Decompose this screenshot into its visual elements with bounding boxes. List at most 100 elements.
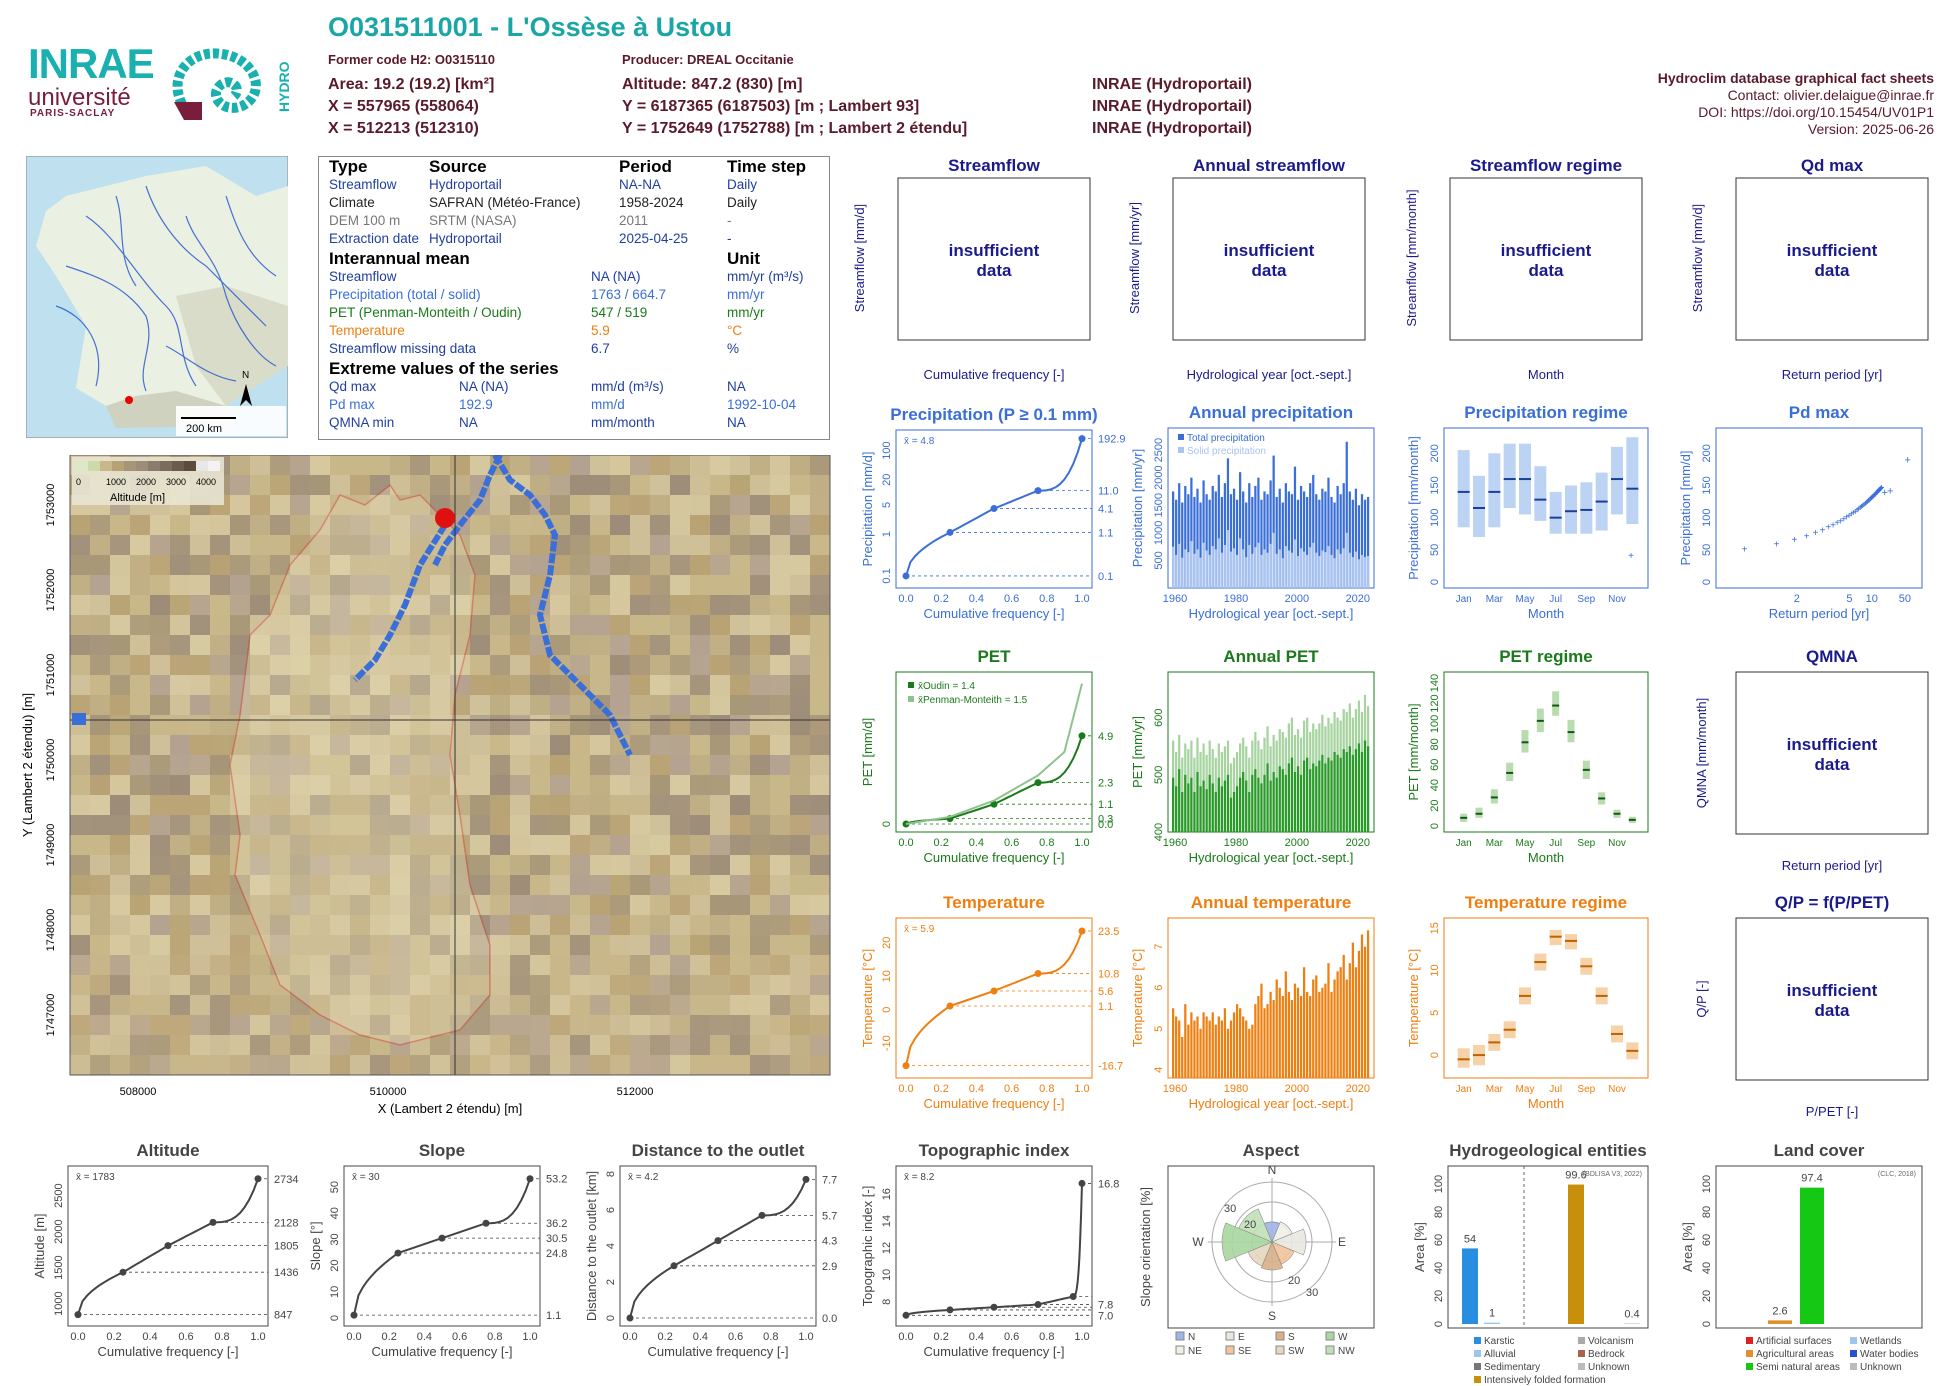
annual_streamflow-title: Annual streamflow [1193, 156, 1346, 175]
annual_temperature-bar [1193, 1020, 1196, 1078]
dem-cell [150, 995, 170, 1015]
pd_max-point: + [1774, 539, 1780, 550]
dem-cell [110, 635, 130, 655]
slope-y-tick: 40 [329, 1207, 341, 1219]
dem-cell [410, 935, 430, 955]
pet_regime-x-tick: Nov [1608, 838, 1626, 849]
dem-cell [130, 855, 150, 875]
dem-cell [250, 455, 270, 475]
dem-cell [530, 755, 550, 775]
aspect-legend-swatch [1225, 1331, 1235, 1341]
topographic-right-tick: 16.8 [1098, 1178, 1119, 1190]
annual_temperature-bar [1229, 1020, 1233, 1078]
interannual-name-4: Streamflow missing data [329, 341, 477, 356]
dem-cell [530, 735, 550, 755]
altitude-y-tick: 2000 [53, 1219, 65, 1243]
slope-title: Slope [419, 1141, 465, 1160]
info-source-2: SRTM (NASA) [429, 213, 517, 228]
pet_regime-y-tick: 80 [1429, 738, 1441, 750]
pet-ylabel: PET [mm/d] [860, 718, 875, 786]
dem-cell [410, 915, 430, 935]
annual_precipitation-bar [1175, 554, 1178, 588]
precipitation_regime-box [1457, 450, 1470, 528]
dem-cell [390, 755, 410, 775]
dem-cell [150, 915, 170, 935]
dem-cell [570, 755, 590, 775]
dem-cell [70, 995, 90, 1015]
annual_precipitation-bar [1172, 546, 1175, 588]
dem-cell [470, 615, 490, 635]
dem-cell [530, 535, 550, 555]
pet_regime-box [1490, 789, 1498, 804]
dem-cell [150, 855, 170, 875]
dem-cell [550, 975, 570, 995]
annual_pet-bar [1318, 760, 1321, 832]
pd_max-x-tick: 2 [1794, 593, 1800, 605]
annual_temperature-bar [1263, 1008, 1266, 1078]
dem-cell [110, 835, 130, 855]
annual_temperature-bar [1202, 1012, 1205, 1078]
db-title: Hydroclim database graphical fact sheets [1657, 70, 1934, 86]
dem-cell [430, 755, 450, 775]
dem-cell [550, 595, 570, 615]
dem-cell [90, 555, 110, 575]
dem-cell [570, 875, 590, 895]
hydrogeology-y-tick: 60 [1433, 1234, 1445, 1246]
annual_pet-x-tick: 1960 [1163, 837, 1187, 849]
dem-cell [150, 535, 170, 555]
land_cover-bar-1 [1768, 1320, 1792, 1324]
pet_regime-box [1506, 762, 1514, 782]
source-3: INRAE (Hydroportail) [1092, 120, 1252, 137]
extreme-title: Extreme values of the series [329, 359, 559, 378]
dem-cell [210, 575, 230, 595]
dem-cell [370, 495, 390, 515]
dem-cell [90, 935, 110, 955]
altitude-x-tick: 0.4 [142, 1331, 157, 1343]
dem-cell [110, 555, 130, 575]
source-1: INRAE (Hydroportail) [1092, 76, 1252, 93]
annual_temperature-bar [1345, 979, 1348, 1078]
slope-x-tick: 0.2 [382, 1331, 397, 1343]
dem-cell [170, 575, 190, 595]
precipitation_regime-ylabel: Precipitation [mm/month] [1406, 436, 1421, 580]
aspect-legend-swatch [1175, 1331, 1185, 1341]
dem-cell [290, 515, 310, 535]
annual_temperature-bar [1309, 995, 1312, 1078]
dem-cell [130, 595, 150, 615]
dem-cell [270, 855, 290, 875]
slope-y-tick: 0 [329, 1315, 341, 1321]
precipitation-y-tick: 0.1 [881, 568, 893, 583]
annual_precipitation-bar [1293, 539, 1297, 588]
annual_precipitation-bar [1205, 550, 1208, 588]
dem-cell [110, 955, 130, 975]
dem-cell [490, 915, 510, 935]
annual_pet-bar [1342, 749, 1345, 832]
annual_pet-bar [1263, 774, 1266, 832]
land_cover-legend-swatch [1850, 1337, 1857, 1344]
dem-cell [570, 735, 590, 755]
annual_pet-bar [1339, 757, 1342, 832]
dem-cell [390, 795, 410, 815]
land_cover-bar-label: 2.6 [1772, 1305, 1787, 1317]
hydrogeology-legend-swatch [1578, 1337, 1585, 1344]
annual_precipitation-bar [1263, 549, 1266, 588]
qmna-status-2: data [1815, 755, 1851, 774]
topographic-y-tick: 14 [881, 1215, 893, 1227]
land_cover-legend-label: Unknown [1860, 1362, 1902, 1373]
annual_temperature-ylabel: Temperature [°C] [1130, 949, 1145, 1047]
dem-cell [370, 555, 390, 575]
dem-cell [150, 695, 170, 715]
hydrogeology-bar-label: 99.6 [1565, 1170, 1586, 1182]
aspect-legend-swatch [1175, 1345, 1185, 1355]
doi-link[interactable]: DOI: https://doi.org/10.15454/UV01P1 [1698, 104, 1934, 120]
dem-cell [70, 735, 90, 755]
annual_temperature-x-tick: 1980 [1224, 1083, 1248, 1095]
hydrogeology-legend-label: Volcanism [1588, 1336, 1634, 1347]
dem-cell [270, 1015, 290, 1035]
land_cover-note: (CLC, 2018) [1878, 1171, 1916, 1178]
dem-cell [410, 995, 430, 1015]
precipitation_regime-y-tick: 200 [1429, 444, 1441, 462]
dem-cell [410, 975, 430, 995]
annual_precipitation-bar [1245, 557, 1248, 588]
dem-cell [510, 495, 530, 515]
